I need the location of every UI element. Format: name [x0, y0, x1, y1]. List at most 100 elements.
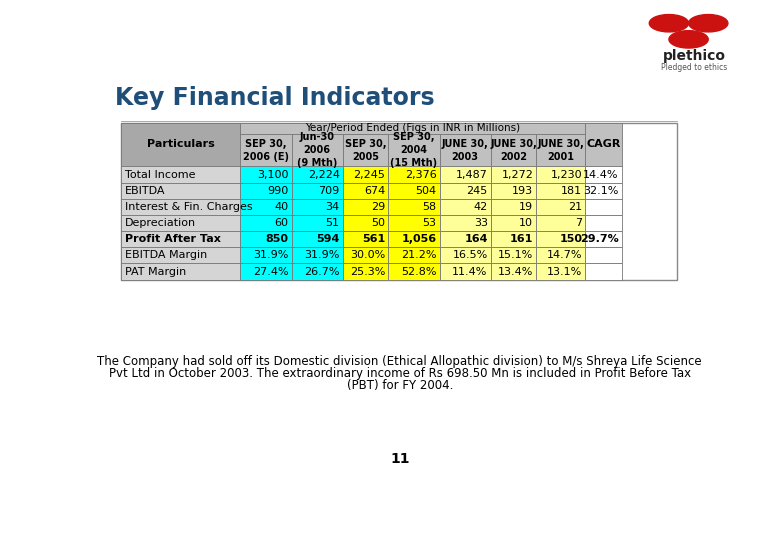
Circle shape [689, 15, 728, 32]
Bar [388, 183, 440, 199]
Text: EBITDA: EBITDA [125, 186, 165, 195]
Text: 13.4%: 13.4% [498, 267, 534, 276]
Bar [440, 247, 491, 264]
Bar [121, 215, 240, 231]
Bar [292, 166, 342, 183]
Bar [240, 166, 292, 183]
Bar [585, 215, 622, 231]
Text: 709: 709 [318, 186, 339, 195]
Bar [121, 123, 677, 280]
Text: Jun-30
2006
(9 Mth): Jun-30 2006 (9 Mth) [297, 132, 338, 168]
Text: 150: 150 [559, 234, 583, 244]
Text: SEP 30,
2005: SEP 30, 2005 [345, 139, 386, 161]
Text: EBITDA Margin: EBITDA Margin [125, 251, 207, 260]
Text: 11.4%: 11.4% [452, 267, 488, 276]
Text: 60: 60 [275, 218, 289, 228]
Bar [537, 247, 585, 264]
Text: Total Income: Total Income [125, 170, 195, 179]
Text: 21.2%: 21.2% [401, 251, 437, 260]
Text: 21: 21 [568, 202, 583, 212]
Bar [240, 215, 292, 231]
Bar [440, 183, 491, 199]
Bar [491, 134, 537, 166]
Text: 15.1%: 15.1% [498, 251, 534, 260]
Bar [240, 134, 292, 166]
Bar [292, 231, 342, 247]
Bar [440, 264, 491, 280]
Text: 504: 504 [416, 186, 437, 195]
Bar [537, 231, 585, 247]
Text: 29: 29 [371, 202, 385, 212]
Text: (PBT) for FY 2004.: (PBT) for FY 2004. [346, 380, 453, 393]
Bar [388, 231, 440, 247]
Bar [585, 183, 622, 199]
Bar [121, 199, 240, 215]
Text: 193: 193 [512, 186, 534, 195]
Text: 27.4%: 27.4% [253, 267, 289, 276]
Bar [585, 166, 622, 183]
Bar [440, 199, 491, 215]
Bar [240, 123, 585, 134]
Text: CAGR: CAGR [587, 139, 621, 150]
Bar [342, 134, 388, 166]
Text: 52.8%: 52.8% [401, 267, 437, 276]
Text: JUNE 30,
2001: JUNE 30, 2001 [537, 139, 584, 161]
Circle shape [649, 15, 689, 32]
Bar [292, 247, 342, 264]
Bar [537, 215, 585, 231]
Text: 245: 245 [466, 186, 488, 195]
Text: 674: 674 [364, 186, 385, 195]
Bar [537, 199, 585, 215]
Bar [537, 264, 585, 280]
Bar [240, 264, 292, 280]
Text: 1,230: 1,230 [551, 170, 583, 179]
Text: 29.7%: 29.7% [580, 234, 619, 244]
Bar [388, 215, 440, 231]
Text: Particulars: Particulars [147, 139, 214, 150]
Text: 51: 51 [326, 218, 339, 228]
Text: 11: 11 [390, 452, 410, 466]
Bar [440, 166, 491, 183]
Bar [292, 264, 342, 280]
Bar [440, 215, 491, 231]
Bar [491, 183, 537, 199]
Text: Profit After Tax: Profit After Tax [125, 234, 221, 244]
Bar [342, 199, 388, 215]
Bar [388, 199, 440, 215]
Text: 26.7%: 26.7% [304, 267, 339, 276]
Text: 1,487: 1,487 [456, 170, 488, 179]
Text: Interest & Fin. Charges: Interest & Fin. Charges [125, 202, 252, 212]
Bar [537, 166, 585, 183]
Bar [121, 264, 240, 280]
Bar [491, 166, 537, 183]
Bar [388, 264, 440, 280]
Text: 161: 161 [510, 234, 534, 244]
Bar [342, 183, 388, 199]
Bar [292, 183, 342, 199]
Text: Pledged to ethics: Pledged to ethics [661, 63, 727, 72]
Bar [121, 183, 240, 199]
Bar [491, 231, 537, 247]
Text: PAT Margin: PAT Margin [125, 267, 186, 276]
Bar [491, 199, 537, 215]
Text: Pvt Ltd in October 2003. The extraordinary income of Rs 698.50 Mn is included in: Pvt Ltd in October 2003. The extraordina… [108, 367, 691, 380]
Text: 10: 10 [519, 218, 534, 228]
Text: 2,224: 2,224 [307, 170, 339, 179]
Text: 181: 181 [561, 186, 583, 195]
Text: 990: 990 [268, 186, 289, 195]
Text: 14.4%: 14.4% [583, 170, 619, 179]
Bar [240, 199, 292, 215]
Bar [121, 247, 240, 264]
Bar [537, 183, 585, 199]
Text: SEP 30,
2006 (E): SEP 30, 2006 (E) [243, 139, 289, 161]
Text: 16.5%: 16.5% [452, 251, 488, 260]
Text: 3,100: 3,100 [257, 170, 289, 179]
Text: Depreciation: Depreciation [125, 218, 196, 228]
Text: plethico: plethico [663, 49, 725, 63]
Text: Year/Period Ended (Figs in INR in Millions): Year/Period Ended (Figs in INR in Millio… [305, 123, 520, 133]
Text: 58: 58 [423, 202, 437, 212]
Bar [121, 231, 240, 247]
Bar [240, 247, 292, 264]
Text: 31.9%: 31.9% [253, 251, 289, 260]
Text: 14.7%: 14.7% [547, 251, 583, 260]
